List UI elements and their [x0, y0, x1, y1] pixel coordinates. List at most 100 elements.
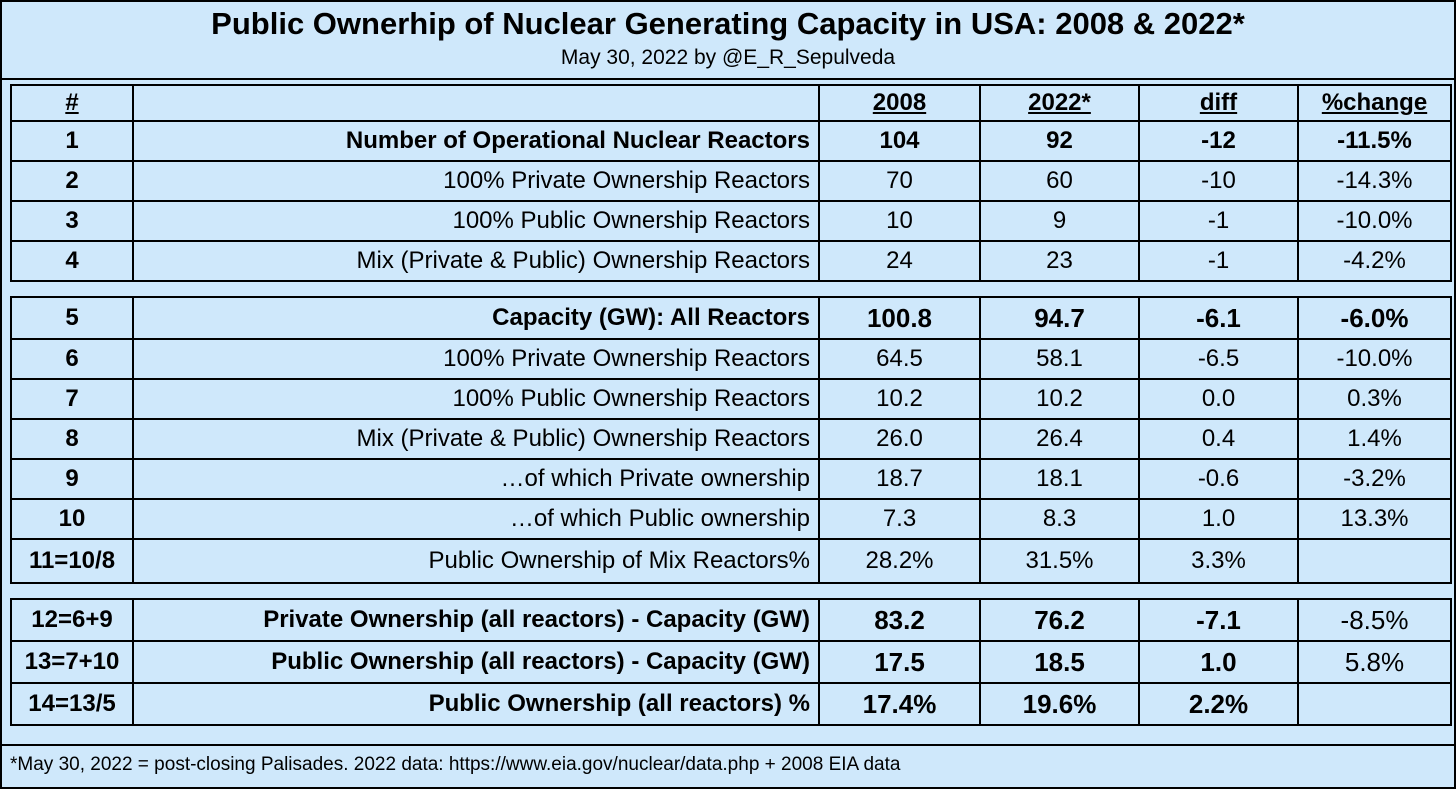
- value-pct-change: -3.2%: [1297, 458, 1452, 500]
- table-row: 3 100% Public Ownership Reactors 10 9 -1 -10.…: [10, 200, 1452, 242]
- value-2008: 28.2%: [818, 538, 981, 584]
- value-2022: 23: [979, 240, 1140, 282]
- value-pct-change: 5.8%: [1297, 640, 1452, 684]
- row-label: Public Ownership (all reactors) %: [132, 682, 820, 726]
- row-label: Public Ownership (all reactors) - Capaci…: [132, 640, 820, 684]
- value-pct-change: -14.3%: [1297, 160, 1452, 202]
- table-row: 11=10/8 Public Ownership of Mix Reactors%…: [10, 538, 1452, 584]
- row-number: 7: [10, 378, 134, 420]
- value-diff: 3.3%: [1138, 538, 1299, 584]
- value-2008: 83.2: [818, 598, 981, 642]
- row-label: Mix (Private & Public) Ownership Reactor…: [132, 240, 820, 282]
- column-header-label: diff: [1199, 89, 1238, 116]
- table-row: 1 Number of Operational Nuclear Reactors 1…: [10, 120, 1452, 162]
- value-pct-change: [1297, 682, 1452, 726]
- row-number: 2: [10, 160, 134, 202]
- footnote-divider: [2, 744, 1454, 746]
- row-label: 100% Public Ownership Reactors: [132, 378, 820, 420]
- value-diff: -7.1: [1138, 598, 1299, 642]
- column-header-label: %change: [1321, 89, 1428, 116]
- table-row: 10 …of which Public ownership 7.3 8.3 1.0 13.…: [10, 498, 1452, 540]
- value-2008: 10: [818, 200, 981, 242]
- value-pct-change: -10.0%: [1297, 200, 1452, 242]
- table-row: 14=13/5 Public Ownership (all reactors) %…: [10, 682, 1452, 726]
- row-label: …of which Private ownership: [132, 458, 820, 500]
- column-header-label: 2022*: [1028, 89, 1091, 116]
- column-header: diff: [1138, 84, 1299, 122]
- value-2022: 18.5: [979, 640, 1140, 684]
- row-number: 3: [10, 200, 134, 242]
- value-pct-change: -10.0%: [1297, 338, 1452, 380]
- value-2022: 10.2: [979, 378, 1140, 420]
- value-2008: 17.5: [818, 640, 981, 684]
- value-2022: 8.3: [979, 498, 1140, 540]
- value-diff: -6.5: [1138, 338, 1299, 380]
- row-number: 11=10/8: [10, 538, 134, 584]
- column-header: #: [10, 84, 134, 122]
- value-diff: 1.0: [1138, 498, 1299, 540]
- value-2008: 26.0: [818, 418, 981, 460]
- table-row: 5 Capacity (GW): All Reactors 100.8 94.7 -6.…: [10, 296, 1452, 340]
- row-number: 13=7+10: [10, 640, 134, 684]
- value-2022: 92: [979, 120, 1140, 162]
- section-spacer: [11, 582, 1451, 600]
- row-number: 5: [10, 296, 134, 340]
- value-pct-change: -11.5%: [1297, 120, 1452, 162]
- table-row: 4 Mix (Private & Public) Ownership Reacto…: [10, 240, 1452, 282]
- row-label: Private Ownership (all reactors) - Capac…: [132, 598, 820, 642]
- value-diff: 0.4: [1138, 418, 1299, 460]
- value-2022: 26.4: [979, 418, 1140, 460]
- value-2008: 10.2: [818, 378, 981, 420]
- row-label: 100% Private Ownership Reactors: [132, 338, 820, 380]
- row-number: 4: [10, 240, 134, 282]
- table-row: 6 100% Private Ownership Reactors 64.5 58.1…: [10, 338, 1452, 380]
- value-2008: 100.8: [818, 296, 981, 340]
- value-pct-change: -4.2%: [1297, 240, 1452, 282]
- value-diff: -0.6: [1138, 458, 1299, 500]
- value-2022: 58.1: [979, 338, 1140, 380]
- table-body: # 2008 2022* diff %change 1 Number of Ope…: [10, 84, 1452, 726]
- value-pct-change: -6.0%: [1297, 296, 1452, 340]
- column-header: [132, 84, 820, 122]
- value-2022: 18.1: [979, 458, 1140, 500]
- value-pct-change: 13.3%: [1297, 498, 1452, 540]
- section-spacer: [11, 280, 1451, 298]
- value-diff: -1: [1138, 240, 1299, 282]
- value-diff: 2.2%: [1138, 682, 1299, 726]
- column-header-label: 2008: [872, 89, 927, 116]
- value-diff: -12: [1138, 120, 1299, 162]
- row-label: 100% Public Ownership Reactors: [132, 200, 820, 242]
- data-table: # 2008 2022* diff %change 1 Number of Ope…: [10, 84, 1452, 726]
- section-spacer-cell: [11, 280, 1451, 298]
- value-2022: 76.2: [979, 598, 1140, 642]
- row-number: 10: [10, 498, 134, 540]
- row-number: 9: [10, 458, 134, 500]
- row-number: 8: [10, 418, 134, 460]
- value-2022: 31.5%: [979, 538, 1140, 584]
- row-label: Number of Operational Nuclear Reactors: [132, 120, 820, 162]
- value-2008: 64.5: [818, 338, 981, 380]
- table-row: 9 …of which Private ownership 18.7 18.1 -0.6…: [10, 458, 1452, 500]
- value-2008: 17.4%: [818, 682, 981, 726]
- value-2008: 24: [818, 240, 981, 282]
- value-2008: 18.7: [818, 458, 981, 500]
- value-diff: 0.0: [1138, 378, 1299, 420]
- column-header: 2022*: [979, 84, 1140, 122]
- table-row: 13=7+10 Public Ownership (all reactors) -…: [10, 640, 1452, 684]
- value-pct-change: 1.4%: [1297, 418, 1452, 460]
- row-label: 100% Private Ownership Reactors: [132, 160, 820, 202]
- value-2022: 9: [979, 200, 1140, 242]
- row-label: …of which Public ownership: [132, 498, 820, 540]
- column-header-label: #: [65, 89, 79, 116]
- row-number: 6: [10, 338, 134, 380]
- header-divider: [2, 78, 1454, 80]
- value-diff: -10: [1138, 160, 1299, 202]
- table-row: 8 Mix (Private & Public) Ownership Reacto…: [10, 418, 1452, 460]
- value-2008: 70: [818, 160, 981, 202]
- column-header: %change: [1297, 84, 1452, 122]
- value-2008: 7.3: [818, 498, 981, 540]
- row-number: 1: [10, 120, 134, 162]
- value-2022: 19.6%: [979, 682, 1140, 726]
- value-pct-change: -8.5%: [1297, 598, 1452, 642]
